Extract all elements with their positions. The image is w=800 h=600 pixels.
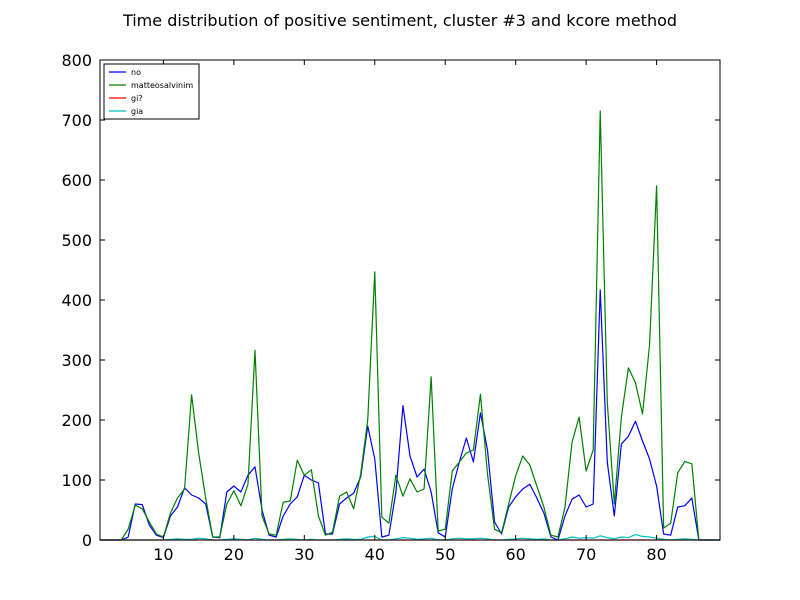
x-tick-label: 30 (294, 545, 314, 564)
series-line-0 (100, 289, 720, 541)
plot-frame (99, 59, 721, 541)
x-tick-label: 10 (153, 545, 173, 564)
x-tick-label: 40 (365, 545, 385, 564)
ticks-layer: 10 20 30 40 50 60 70 80010020030040050060070080… (61, 51, 720, 564)
x-tick-label: 50 (435, 545, 455, 564)
y-tick-label: 800 (61, 51, 92, 70)
x-tick-label: 80 (646, 545, 666, 564)
legend: no matteosalvinim gi? gia (103, 63, 200, 120)
x-tick-label: 20 (224, 545, 244, 564)
y-tick-label: 0 (82, 531, 92, 550)
series-layer (100, 110, 720, 541)
series-line-3 (100, 533, 720, 541)
y-tick-label: 200 (61, 411, 92, 430)
x-tick-label: 70 (576, 545, 596, 564)
legend-label: matteosalvinim (131, 81, 193, 90)
chart-title: Time distribution of positive sentiment,… (122, 11, 677, 30)
legend-label: no (131, 68, 141, 77)
y-tick-label: 300 (61, 351, 92, 370)
y-tick-label: 500 (61, 231, 92, 250)
y-tick-label: 400 (61, 291, 92, 310)
y-tick-label: 600 (61, 171, 92, 190)
series-line-1 (100, 110, 720, 541)
legend-box (103, 63, 200, 120)
legend-label: gia (131, 107, 143, 116)
legend-label: gi? (131, 94, 143, 103)
y-tick-label: 100 (61, 471, 92, 490)
y-tick-label: 700 (61, 111, 92, 130)
x-tick-label: 60 (506, 545, 526, 564)
